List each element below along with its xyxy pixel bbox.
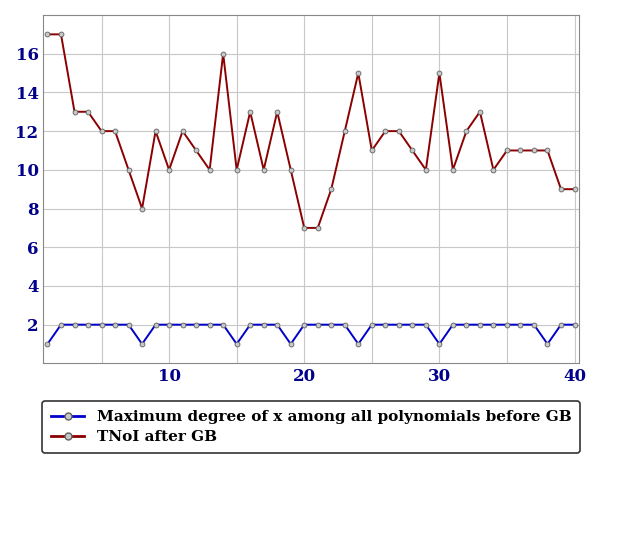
TNoI after GB [44, 31, 51, 38]
TNoI after GB [260, 166, 267, 173]
Maximum degree of x among all polynomials before GB [246, 321, 254, 328]
TNoI after GB [71, 108, 78, 115]
TNoI after GB [571, 186, 578, 193]
TNoI after GB [300, 224, 308, 231]
TNoI after GB [233, 166, 241, 173]
TNoI after GB [476, 108, 484, 115]
Maximum degree of x among all polynomials before GB [449, 321, 457, 328]
Maximum degree of x among all polynomials before GB [314, 321, 322, 328]
TNoI after GB [530, 147, 537, 154]
Maximum degree of x among all polynomials before GB [517, 321, 524, 328]
Maximum degree of x among all polynomials before GB [395, 321, 402, 328]
Maximum degree of x among all polynomials before GB [274, 321, 281, 328]
TNoI after GB [246, 108, 254, 115]
Line: Maximum degree of x among all polynomials before GB: Maximum degree of x among all polynomial… [45, 322, 577, 347]
Maximum degree of x among all polynomials before GB [71, 321, 78, 328]
TNoI after GB [85, 108, 92, 115]
TNoI after GB [152, 128, 159, 134]
Maximum degree of x among all polynomials before GB [98, 321, 105, 328]
Maximum degree of x among all polynomials before GB [57, 321, 65, 328]
Maximum degree of x among all polynomials before GB [571, 321, 578, 328]
Maximum degree of x among all polynomials before GB [368, 321, 376, 328]
TNoI after GB [192, 147, 200, 154]
Maximum degree of x among all polynomials before GB [260, 321, 267, 328]
TNoI after GB [314, 224, 322, 231]
TNoI after GB [409, 147, 416, 154]
TNoI after GB [355, 70, 362, 76]
TNoI after GB [206, 166, 213, 173]
Maximum degree of x among all polynomials before GB [435, 341, 443, 348]
Maximum degree of x among all polynomials before GB [111, 321, 119, 328]
Maximum degree of x among all polynomials before GB [44, 341, 51, 348]
TNoI after GB [517, 147, 524, 154]
Maximum degree of x among all polynomials before GB [152, 321, 159, 328]
TNoI after GB [179, 128, 187, 134]
TNoI after GB [328, 186, 335, 193]
Maximum degree of x among all polynomials before GB [557, 321, 565, 328]
TNoI after GB [503, 147, 511, 154]
Maximum degree of x among all polynomials before GB [328, 321, 335, 328]
Maximum degree of x among all polynomials before GB [422, 321, 430, 328]
TNoI after GB [490, 166, 497, 173]
Maximum degree of x among all polynomials before GB [503, 321, 511, 328]
TNoI after GB [111, 128, 119, 134]
TNoI after GB [341, 128, 348, 134]
Maximum degree of x among all polynomials before GB [125, 321, 132, 328]
Maximum degree of x among all polynomials before GB [381, 321, 389, 328]
TNoI after GB [435, 70, 443, 76]
TNoI after GB [368, 147, 376, 154]
Maximum degree of x among all polynomials before GB [165, 321, 173, 328]
TNoI after GB [125, 166, 132, 173]
Maximum degree of x among all polynomials before GB [179, 321, 187, 328]
Line: TNoI after GB: TNoI after GB [45, 32, 577, 230]
TNoI after GB [287, 166, 294, 173]
TNoI after GB [557, 186, 565, 193]
Maximum degree of x among all polynomials before GB [355, 341, 362, 348]
Maximum degree of x among all polynomials before GB [192, 321, 200, 328]
TNoI after GB [381, 128, 389, 134]
TNoI after GB [220, 50, 227, 57]
Maximum degree of x among all polynomials before GB [544, 341, 551, 348]
Maximum degree of x among all polynomials before GB [287, 341, 294, 348]
Legend: Maximum degree of x among all polynomials before GB, TNoI after GB: Maximum degree of x among all polynomial… [42, 401, 580, 453]
Maximum degree of x among all polynomials before GB [341, 321, 348, 328]
TNoI after GB [57, 31, 65, 38]
Maximum degree of x among all polynomials before GB [476, 321, 484, 328]
Maximum degree of x among all polynomials before GB [233, 341, 241, 348]
Maximum degree of x among all polynomials before GB [409, 321, 416, 328]
Maximum degree of x among all polynomials before GB [490, 321, 497, 328]
Maximum degree of x among all polynomials before GB [138, 341, 146, 348]
TNoI after GB [138, 205, 146, 212]
TNoI after GB [165, 166, 173, 173]
Maximum degree of x among all polynomials before GB [85, 321, 92, 328]
Maximum degree of x among all polynomials before GB [206, 321, 213, 328]
Maximum degree of x among all polynomials before GB [220, 321, 227, 328]
Maximum degree of x among all polynomials before GB [530, 321, 537, 328]
TNoI after GB [544, 147, 551, 154]
TNoI after GB [98, 128, 105, 134]
Maximum degree of x among all polynomials before GB [300, 321, 308, 328]
TNoI after GB [395, 128, 402, 134]
TNoI after GB [463, 128, 470, 134]
TNoI after GB [449, 166, 457, 173]
Maximum degree of x among all polynomials before GB [463, 321, 470, 328]
TNoI after GB [422, 166, 430, 173]
TNoI after GB [274, 108, 281, 115]
